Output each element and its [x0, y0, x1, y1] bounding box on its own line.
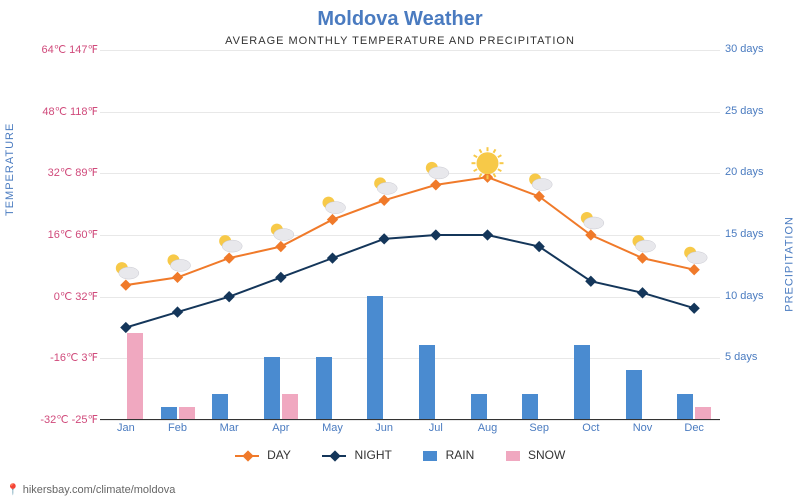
x-tick-label: Jul — [410, 422, 462, 434]
night-marker — [327, 252, 338, 263]
map-pin-icon: 📍 — [6, 484, 20, 496]
legend-day-label: DAY — [267, 448, 291, 462]
x-tick-label: Sep — [513, 422, 565, 434]
weather-icon — [684, 247, 707, 264]
y-tick-left-label: 64℃ 147℉ — [18, 43, 98, 56]
weather-icon — [633, 235, 656, 252]
y-tick-left-label: 48℃ 118℉ — [18, 105, 98, 118]
legend-rain-swatch — [423, 451, 437, 461]
legend-item-snow: SNOW — [506, 448, 566, 462]
x-tick-label: Dec — [668, 422, 720, 434]
y-axis-left-label: TEMPERATURE — [4, 123, 16, 216]
chart-subtitle: AVERAGE MONTHLY TEMPERATURE AND PRECIPIT… — [0, 31, 800, 47]
chart-title: Moldova Weather — [0, 0, 800, 31]
y-tick-right-label: 15 days — [725, 228, 764, 240]
y-tick-left-label: 0℃ 32℉ — [18, 290, 98, 303]
y-tick-right-label: 20 days — [725, 166, 764, 178]
legend-snow-label: SNOW — [528, 448, 565, 462]
day-marker — [689, 264, 700, 275]
night-marker — [585, 276, 596, 287]
night-line — [126, 235, 694, 328]
weather-icon — [219, 235, 242, 252]
x-tick-label: Jun — [358, 422, 410, 434]
y-tick-right-label: 5 days — [725, 351, 757, 363]
legend-night-line — [322, 455, 346, 457]
y-tick-left-label: -16℃ 3℉ — [18, 351, 98, 364]
y-axis-right-label: PRECIPITATION — [784, 216, 796, 312]
legend-rain-label: RAIN — [446, 448, 475, 462]
legend-night-label: NIGHT — [355, 448, 392, 462]
x-tick-label: May — [307, 422, 359, 434]
night-marker — [172, 306, 183, 317]
legend-snow-swatch — [506, 451, 520, 461]
x-tick-label: Nov — [617, 422, 669, 434]
footer-attribution: 📍hikersbay.com/climate/moldova — [6, 483, 175, 496]
y-tick-left-label: 32℃ 89℉ — [18, 166, 98, 179]
day-marker — [637, 252, 648, 263]
weather-icon — [271, 224, 294, 241]
y-tick-left-label: -32℃ -25℉ — [18, 413, 98, 426]
x-tick-label: Mar — [203, 422, 255, 434]
x-tick-label: Feb — [152, 422, 204, 434]
x-tick-label: Aug — [462, 422, 514, 434]
x-tick-label: Jan — [100, 422, 152, 434]
footer-text: hikersbay.com/climate/moldova — [23, 484, 176, 496]
day-marker — [120, 279, 131, 290]
y-tick-left-label: 16℃ 60℉ — [18, 228, 98, 241]
day-marker — [224, 252, 235, 263]
legend-item-night: NIGHT — [322, 448, 392, 462]
x-tick-label: Apr — [255, 422, 307, 434]
day-marker — [275, 241, 286, 252]
legend: DAY NIGHT RAIN SNOW — [0, 448, 800, 462]
weather-icon — [116, 262, 139, 279]
line-chart-svg — [100, 50, 720, 420]
day-marker — [379, 195, 390, 206]
night-marker — [534, 241, 545, 252]
day-line — [126, 177, 694, 285]
day-marker — [430, 179, 441, 190]
night-marker — [275, 272, 286, 283]
weather-icon — [529, 173, 552, 190]
day-marker — [172, 272, 183, 283]
weather-icon — [374, 177, 397, 194]
y-tick-right-label: 30 days — [725, 43, 764, 55]
y-tick-right-label: 25 days — [725, 105, 764, 117]
legend-item-day: DAY — [235, 448, 291, 462]
day-marker — [327, 214, 338, 225]
chart-plot-area — [100, 50, 720, 420]
y-tick-right-label: 10 days — [725, 290, 764, 302]
night-marker — [689, 303, 700, 314]
night-marker — [430, 229, 441, 240]
gridline — [100, 420, 720, 421]
night-marker — [120, 322, 131, 333]
night-marker — [224, 291, 235, 302]
x-tick-label: Oct — [565, 422, 617, 434]
legend-item-rain: RAIN — [423, 448, 474, 462]
legend-day-line — [235, 455, 259, 457]
night-marker — [637, 287, 648, 298]
weather-icon — [581, 212, 604, 229]
night-marker — [379, 233, 390, 244]
night-marker — [482, 229, 493, 240]
weather-icon — [168, 254, 191, 271]
weather-icon — [426, 162, 449, 179]
weather-icon — [323, 197, 346, 214]
